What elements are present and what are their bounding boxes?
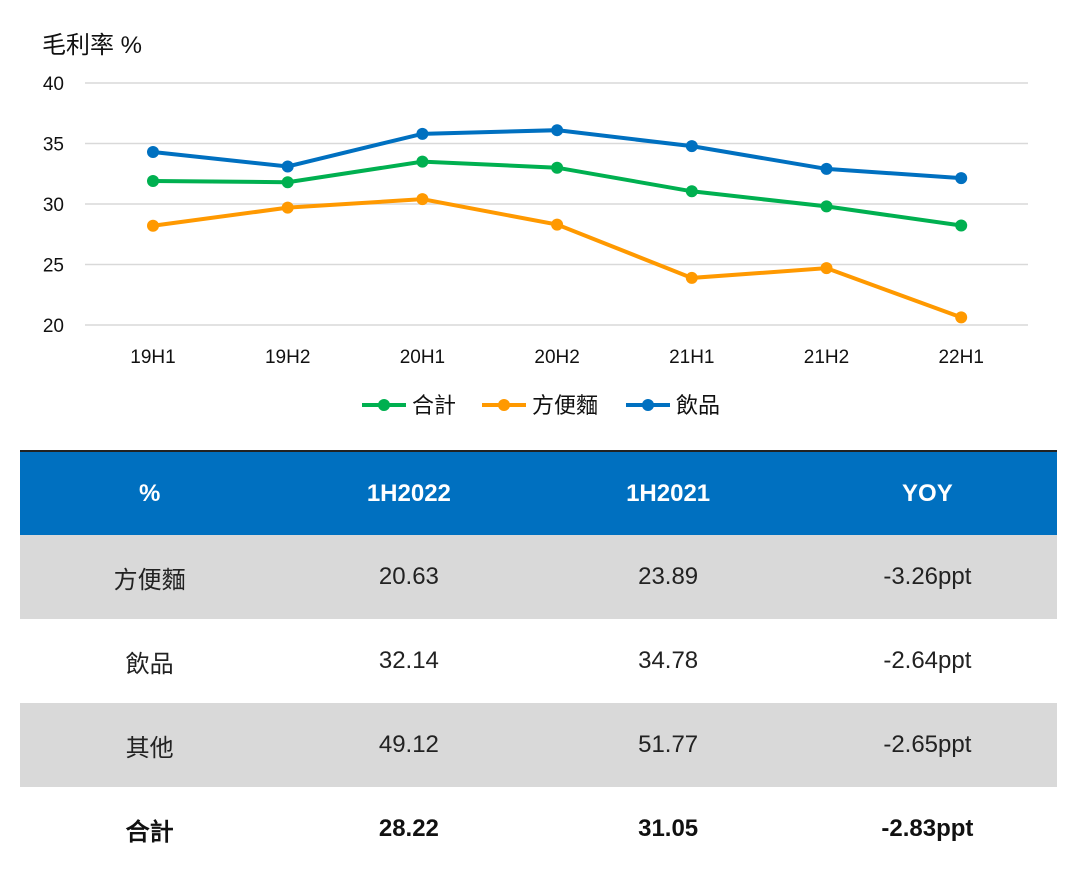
legend-marker — [498, 399, 510, 411]
y-tick-label: 35 — [43, 135, 64, 156]
cell: 49.12 — [378, 731, 439, 758]
x-tick-label: 20H2 — [534, 347, 579, 368]
cell: -3.26ppt — [883, 563, 972, 590]
data-point — [955, 311, 968, 324]
x-tick-label: 19H1 — [130, 347, 175, 368]
data-point — [685, 140, 698, 153]
data-point — [281, 201, 294, 214]
data-point — [416, 127, 429, 140]
data-point — [551, 218, 564, 231]
table-row: 方便麵 20.63 23.89 -3.26ppt — [20, 535, 1057, 619]
y-axis-title: 毛利率 % — [42, 32, 142, 59]
data-point — [281, 176, 294, 189]
cell: 飲品 — [125, 650, 174, 678]
header-cell: % — [138, 479, 161, 507]
data-point — [147, 145, 159, 158]
y-tick-label: 40 — [43, 74, 64, 95]
margin-table: % 1H2022 1H2021 YOY 方便麵 20.63 23.89 -3.2… — [20, 450, 1057, 871]
cell: 23.89 — [638, 563, 699, 590]
table-row: 其他 49.12 51.77 -2.65ppt — [20, 703, 1057, 787]
data-point — [147, 175, 159, 188]
data-point — [685, 185, 698, 198]
data-point — [820, 262, 833, 275]
gross-margin-line-chart: 毛利率 % 20 25 30 35 40 19H1 19H2 20H1 20H2 21H1 21H2 2… — [42, 32, 1028, 418]
cell: 34.78 — [638, 647, 699, 674]
header-cell: 1H2022 — [366, 479, 451, 507]
cell: 方便麵 — [113, 566, 186, 594]
y-tick-label: 20 — [43, 316, 64, 337]
legend-marker — [642, 399, 654, 411]
y-tick-label: 25 — [43, 256, 64, 277]
cell: 20.63 — [378, 563, 439, 590]
header-cell: YOY — [902, 479, 953, 507]
x-tick-label: 19H2 — [265, 347, 310, 368]
data-point — [820, 200, 833, 213]
data-point — [416, 155, 429, 168]
cell: -2.83ppt — [881, 815, 974, 842]
cell: 32.14 — [378, 647, 439, 674]
data-point — [147, 219, 159, 232]
y-tick-label: 30 — [43, 195, 64, 216]
cell: -2.64ppt — [883, 647, 972, 674]
data-point — [955, 172, 968, 185]
cell: 合計 — [125, 818, 174, 846]
data-point — [955, 219, 968, 232]
x-tick-label: 20H1 — [400, 347, 445, 368]
table-row-total: 合計 28.22 31.05 -2.83ppt — [20, 787, 1057, 871]
x-tick-label: 21H1 — [669, 347, 714, 368]
header-cell: 1H2021 — [626, 479, 711, 507]
legend-label: 合計 — [412, 393, 456, 418]
data-point — [281, 160, 294, 173]
data-point — [551, 124, 564, 137]
cell: -2.65ppt — [883, 731, 972, 758]
data-point — [685, 271, 698, 284]
table-row: 飲品 32.14 34.78 -2.64ppt — [20, 619, 1057, 703]
x-tick-label: 22H1 — [938, 347, 983, 368]
legend-marker — [378, 399, 390, 411]
cell: 51.77 — [638, 731, 699, 758]
data-point — [820, 162, 833, 175]
cell: 28.22 — [378, 815, 439, 842]
data-point — [551, 161, 564, 174]
table-header: % 1H2022 1H2021 YOY — [20, 450, 1057, 535]
data-point — [416, 193, 429, 206]
x-tick-label: 21H2 — [804, 347, 849, 368]
legend-label: 飲品 — [676, 393, 720, 418]
cell: 其他 — [125, 734, 174, 762]
cell: 31.05 — [638, 815, 699, 842]
series-line — [152, 197, 962, 320]
legend-label: 方便麵 — [532, 393, 598, 418]
